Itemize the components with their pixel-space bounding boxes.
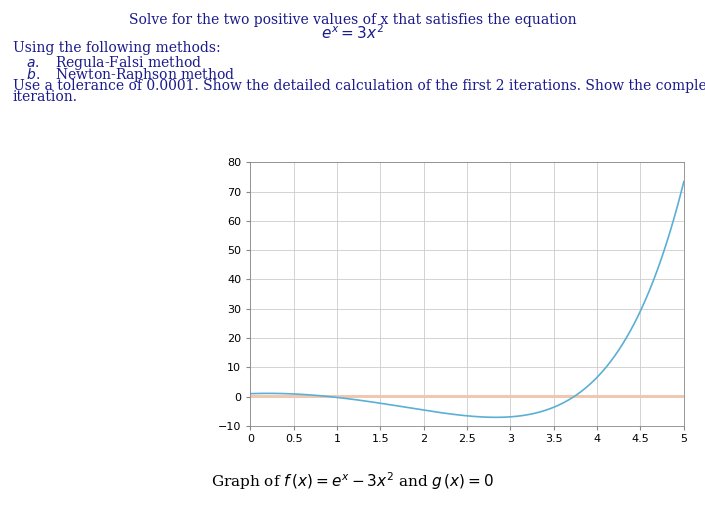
Text: Solve for the two positive values of x that satisfies the equation: Solve for the two positive values of x t… — [129, 13, 576, 27]
Text: Using the following methods:: Using the following methods: — [13, 41, 221, 55]
Text: Use a tolerance of 0.0001. Show the detailed calculation of the first 2 iteratio: Use a tolerance of 0.0001. Show the deta… — [13, 79, 705, 93]
Text: $a.$   Regula-Falsi method: $a.$ Regula-Falsi method — [13, 54, 202, 73]
Text: Graph of $f\,(x) = e^x - 3x^2$ and $g\,(x) = 0$: Graph of $f\,(x) = e^x - 3x^2$ and $g\,(… — [211, 471, 494, 492]
Text: $e^x = 3x^2$: $e^x = 3x^2$ — [321, 23, 384, 42]
Text: iteration.: iteration. — [13, 90, 78, 104]
Bar — [250, 395, 684, 399]
Text: $b.$   Newton-Raphson method: $b.$ Newton-Raphson method — [13, 66, 235, 84]
